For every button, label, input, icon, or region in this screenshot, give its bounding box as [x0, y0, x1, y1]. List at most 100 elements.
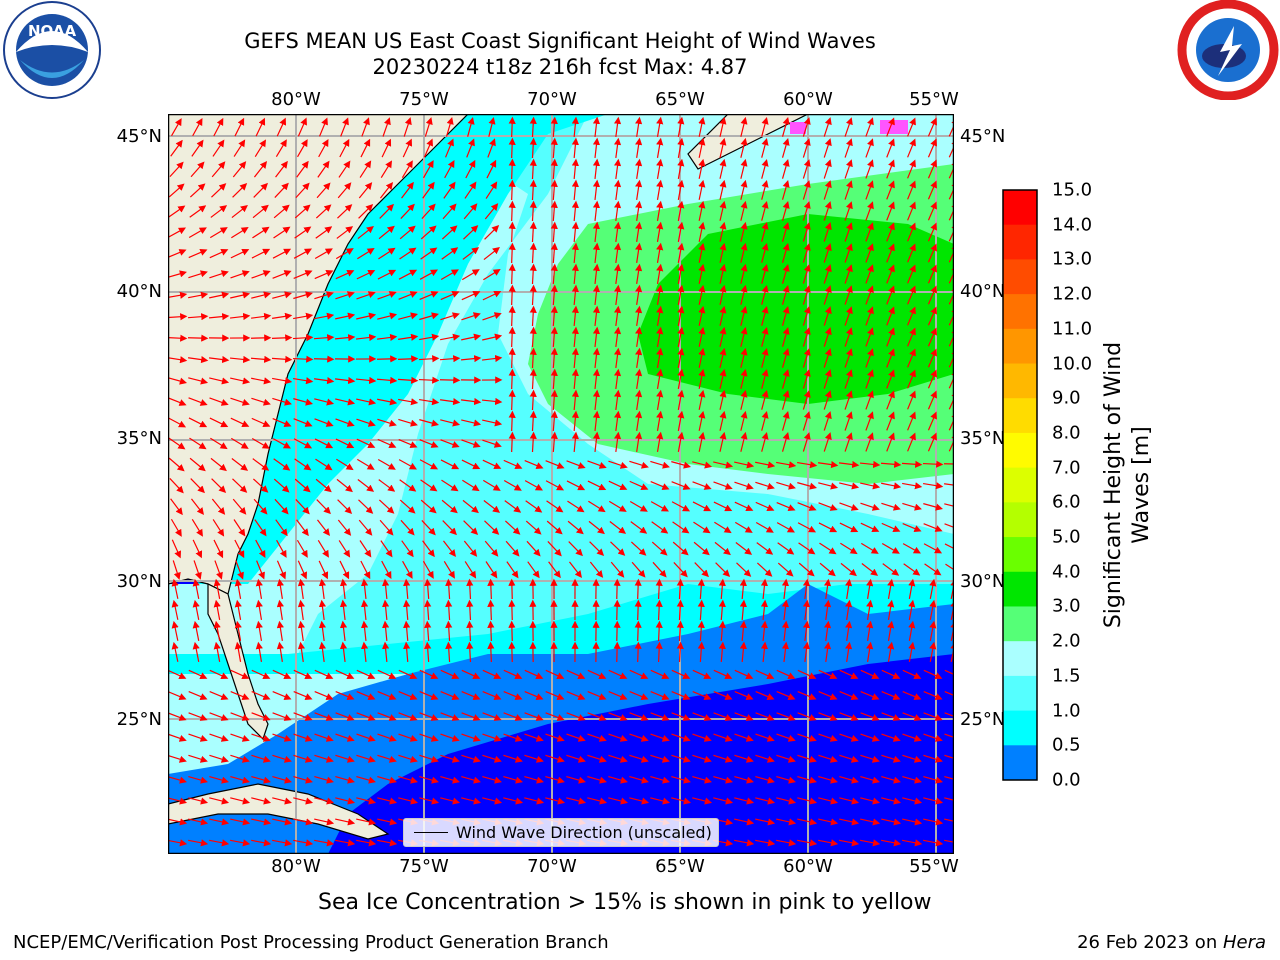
wave-arrow: [907, 180, 916, 200]
wave-arrow: [550, 200, 558, 222]
wave-arrow: [423, 160, 434, 179]
wave-arrow: [714, 521, 732, 534]
wave-arrow: [378, 499, 395, 514]
wave-arrow: [255, 641, 263, 662]
wave-arrow: [608, 500, 627, 512]
wave-arrow: [550, 410, 558, 432]
wave-height-map: [168, 114, 954, 854]
wave-arrow: [635, 242, 643, 263]
wave-arrow: [886, 180, 895, 200]
wave-arrow: [276, 117, 287, 137]
wave-arrow: [692, 461, 713, 469]
wave-arrow: [656, 368, 664, 389]
wave-arrow: [440, 459, 460, 470]
footer-date: 26 Feb 2023 on Hera: [1077, 932, 1266, 953]
wave-arrow: [251, 417, 271, 427]
wave-arrow: [927, 201, 937, 221]
wave-arrow: [229, 312, 251, 321]
wave-arrow: [230, 690, 250, 700]
wave-arrow: [378, 479, 396, 492]
wave-arrow: [781, 641, 790, 663]
wave-arrow: [294, 458, 312, 471]
wave-arrow: [927, 369, 937, 389]
wave-arrow: [235, 560, 244, 580]
wave-arrow: [818, 482, 839, 490]
wave-arrow: [274, 498, 289, 515]
wave-arrow: [739, 578, 747, 600]
wave-arrow: [461, 312, 481, 321]
wave-arrow: [297, 560, 308, 580]
wave-arrow: [168, 334, 188, 342]
wave-arrow: [550, 158, 558, 180]
wave-arrow: [357, 479, 375, 492]
wave-arrow: [419, 669, 439, 680]
wave-arrow: [866, 620, 874, 641]
wave-arrow: [504, 500, 522, 513]
wave-arrow: [297, 578, 305, 599]
colorbar-tick-label: 1.5: [1052, 665, 1081, 687]
wave-arrow: [461, 419, 482, 427]
wave-arrow: [698, 431, 706, 452]
wave-arrow: [420, 479, 438, 492]
lon-label-top: 55°W: [909, 89, 959, 110]
wave-arrow: [740, 137, 748, 158]
wave-arrow: [613, 263, 622, 285]
wave-arrow: [487, 620, 495, 642]
wave-arrow: [927, 348, 937, 368]
wave-arrow: [656, 242, 664, 263]
wave-arrow: [886, 411, 895, 431]
wave-arrow: [927, 432, 937, 452]
wave-arrow: [635, 305, 643, 326]
wave-arrow: [676, 599, 684, 621]
wave-arrow: [254, 139, 267, 157]
wave-arrow: [461, 712, 481, 721]
wave-arrow: [802, 620, 811, 642]
wave-arrow: [613, 158, 622, 180]
wave-arrow: [461, 333, 482, 341]
wave-arrow: [377, 333, 398, 342]
wave-arrow: [463, 203, 478, 220]
wave-arrow: [358, 204, 374, 219]
wave-arrow: [698, 410, 706, 431]
wave-arrow: [592, 368, 601, 390]
wave-arrow: [571, 368, 579, 390]
wave-arrow: [776, 461, 797, 469]
wave-arrow: [252, 226, 270, 239]
wave-arrow: [608, 480, 628, 491]
wave-arrow: [334, 376, 356, 385]
wave-arrow: [823, 117, 832, 137]
wave-arrow: [571, 410, 579, 432]
wave-arrow: [652, 561, 667, 578]
wave-arrow: [440, 712, 460, 721]
wave-arrow: [761, 431, 769, 452]
wave-arrow: [213, 578, 221, 599]
wave-arrow: [635, 326, 643, 347]
wave-arrow: [482, 669, 502, 680]
wave-arrow: [338, 540, 351, 558]
wave-arrow: [209, 690, 229, 700]
wave-arrow: [802, 285, 811, 305]
wave-arrow: [886, 138, 895, 158]
wave-arrow: [588, 500, 606, 513]
wave-arrow: [399, 247, 417, 260]
wave-arrow: [802, 641, 811, 663]
wave-arrow: [587, 480, 607, 491]
wave-arrow: [424, 620, 432, 642]
wave-arrow: [818, 669, 838, 680]
wave-arrow: [463, 225, 479, 240]
colorbar-tick-label: 12.0: [1052, 283, 1093, 305]
wave-arrow: [335, 398, 356, 406]
wave-arrow: [677, 263, 685, 284]
wave-arrow: [613, 137, 622, 159]
legend-line: [414, 832, 448, 833]
wave-arrow: [419, 398, 440, 406]
wave-arrow: [377, 312, 398, 320]
wave-arrow: [761, 410, 769, 431]
wave-arrow: [650, 501, 669, 512]
wave-arrow: [713, 481, 733, 490]
wave-arrow: [589, 561, 604, 578]
wave-arrow: [420, 225, 437, 240]
wave-arrow: [907, 201, 916, 221]
colorbar-segment: [1003, 537, 1037, 573]
wave-arrow: [398, 418, 418, 427]
